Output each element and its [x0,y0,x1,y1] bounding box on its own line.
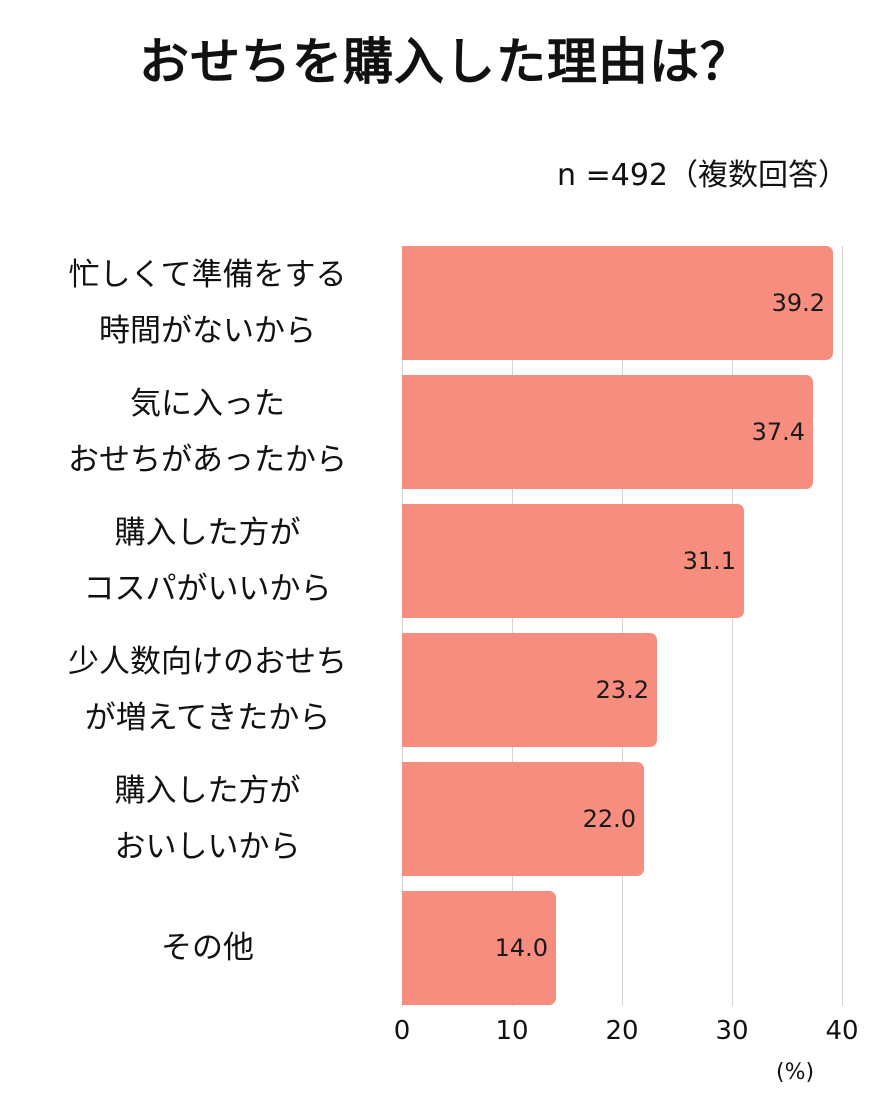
label-line: 気に入った [130,386,285,422]
label-line: 時間がないから [98,313,316,349]
x-tick: 20 [605,1016,639,1046]
x-tick: 40 [825,1016,859,1046]
category-label: その他 [20,891,395,1005]
category-label: 少人数向けのおせち が増えてきたから [20,633,395,747]
x-axis-unit: (%) [776,1060,815,1085]
bar-other: 14.0 [402,891,556,1005]
bar-value: 37.4 [751,418,805,446]
gridline-0 [402,246,403,1006]
plot-area: 39.2 37.4 31.1 23.2 22.0 14.0 [402,246,843,1006]
label-line: コスパがいいから [83,571,332,607]
category-label: 忙しくて準備をする 時間がないから [20,246,395,360]
x-tick: 10 [495,1016,529,1046]
category-label: 気に入ったおせちがあったから [20,375,395,489]
label-line: 購入した方が [114,515,301,551]
gridline-10 [512,246,513,1006]
label-line: 購入した方が [114,773,301,809]
label-line: おいしいから [114,829,301,865]
gridline-20 [622,246,623,1006]
bar-cost-performance: 31.1 [402,504,744,618]
x-tick: 30 [715,1016,749,1046]
bar-busy-no-time: 39.2 [402,246,833,360]
category-label: 購入した方が コスパがいいから [20,504,395,618]
gridline-40 [842,246,843,1006]
x-tick: 0 [393,1016,411,1046]
category-label: 購入した方が おいしいから [20,762,395,876]
label-line: おせちがあったから [68,442,347,478]
sample-size-note: n =492（複数回答） [557,158,848,193]
bar-value: 22.0 [582,805,636,833]
label-line: が増えてきたから [84,700,331,736]
label-line: その他 [161,930,254,966]
chart-title: おせちを購入した理由は？ [139,33,751,91]
bar-tastier: 22.0 [402,762,644,876]
bar-small-household: 23.2 [402,633,657,747]
bar-value: 39.2 [771,289,825,317]
bar-liked-osechi: 37.4 [402,375,813,489]
bar-value: 14.0 [494,934,548,962]
label-line: 少人数向けのおせち [68,644,347,680]
bar-value: 23.2 [595,676,649,704]
label-line: 忙しくて準備をする [68,257,347,293]
gridline-30 [732,246,733,1006]
bar-value: 31.1 [682,547,736,575]
